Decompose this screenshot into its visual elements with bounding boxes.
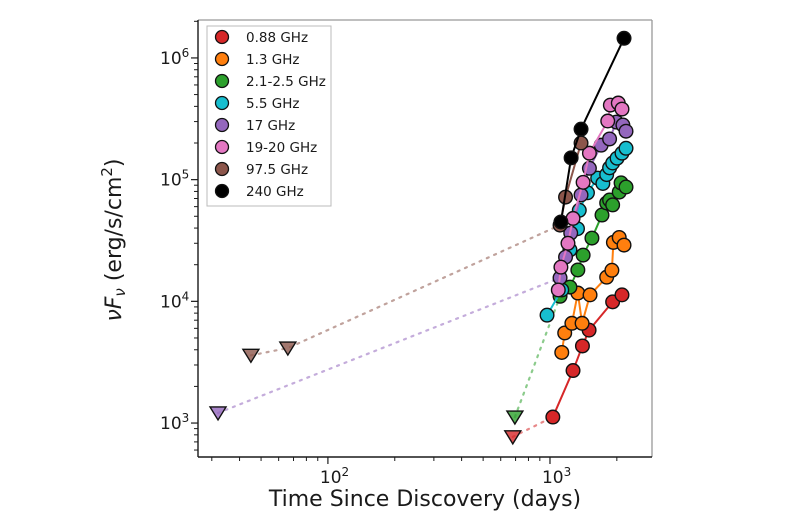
data-point-marker xyxy=(614,101,630,117)
upper-limit-triangle-marker xyxy=(241,348,261,364)
legend-marker-circle xyxy=(214,117,230,133)
data-point-marker xyxy=(570,262,586,278)
data-point-marker xyxy=(581,145,597,161)
series-240-ghz xyxy=(553,30,632,230)
data-point-marker xyxy=(600,113,616,129)
series-2.1-2.5-ghz xyxy=(505,175,634,426)
data-point-marker xyxy=(605,197,621,213)
series-0.88-ghz xyxy=(503,287,630,446)
data-point-marker xyxy=(545,409,561,425)
data-point-marker xyxy=(614,287,630,303)
legend-marker-circle xyxy=(214,29,230,45)
legend-item-5.5-ghz: 5.5 GHz xyxy=(214,95,299,112)
legend-label: 5.5 GHz xyxy=(246,96,299,112)
upper-limit-triangle-marker xyxy=(503,430,523,446)
legend-item-17-ghz: 17 GHz xyxy=(214,117,295,134)
legend-item-0.88-ghz: 0.88 GHz xyxy=(214,29,308,46)
legend-label: 1.3 GHz xyxy=(246,52,299,68)
dotted-connector-line xyxy=(513,295,562,419)
data-point-marker xyxy=(575,174,591,190)
data-point-marker xyxy=(604,262,620,278)
series-line-240-ghz xyxy=(559,37,625,223)
data-point-marker xyxy=(574,338,590,354)
legend-marker-circle xyxy=(214,183,230,199)
dotted-connector-line xyxy=(216,276,562,415)
legend-item-240-ghz: 240 GHz xyxy=(214,183,304,200)
data-point-marker xyxy=(575,247,591,263)
legend-marker-circle xyxy=(214,95,230,111)
y-tick-label: 104 xyxy=(160,289,189,312)
legend-label: 2.1-2.5 GHz xyxy=(246,74,326,90)
legend-label: 19-20 GHz xyxy=(246,140,317,156)
x-axis-label: Time Since Discovery (days) xyxy=(268,487,581,512)
upper-limit-triangle-marker xyxy=(278,341,298,357)
data-point-marker xyxy=(554,344,570,360)
data-point-marker xyxy=(618,179,634,195)
legend-item-2.1-2.5-ghz: 2.1-2.5 GHz xyxy=(214,73,326,90)
upper-limit-triangle-marker xyxy=(208,406,228,422)
data-point-marker xyxy=(618,123,634,139)
legend-label: 0.88 GHz xyxy=(246,30,308,46)
y-axis-label: νFν (erg/s/cm2) xyxy=(98,158,129,321)
legend-marker-circle xyxy=(214,161,230,177)
legend-item-97.5-ghz: 97.5 GHz xyxy=(214,161,308,178)
legend-marker-circle xyxy=(214,73,230,89)
y-tick-label: 105 xyxy=(160,168,189,191)
data-point-marker xyxy=(565,363,581,379)
data-point-marker xyxy=(563,150,579,166)
upper-limit-triangle-marker xyxy=(505,410,525,426)
data-point-marker xyxy=(584,230,600,246)
legend-label: 17 GHz xyxy=(246,118,295,134)
legend-item-1.3-ghz: 1.3 GHz xyxy=(214,51,299,68)
data-point-marker xyxy=(602,131,618,147)
data-point-marker xyxy=(539,307,555,323)
x-tick-label: 103 xyxy=(542,465,571,488)
data-point-marker xyxy=(553,259,569,275)
series-19-20-ghz xyxy=(550,95,630,298)
x-tick-label: 102 xyxy=(320,465,349,488)
legend-label: 97.5 GHz xyxy=(246,162,308,178)
chart-generated-content: 102 103 103 104 105 106 0.88 GHz 1.3 GHz 2.1-2.5… xyxy=(160,19,653,488)
data-point-marker xyxy=(574,315,590,331)
data-point-marker xyxy=(553,214,569,230)
data-point-marker xyxy=(618,140,634,156)
data-point-marker xyxy=(582,287,598,303)
legend-marker-circle xyxy=(214,51,230,67)
data-point-marker xyxy=(573,121,589,137)
data-point-marker xyxy=(550,282,566,298)
data-point-marker xyxy=(616,237,632,253)
legend-label: 240 GHz xyxy=(246,184,304,200)
dotted-connector-line xyxy=(249,224,562,357)
data-point-marker xyxy=(560,235,576,251)
data-point-marker xyxy=(616,30,632,46)
y-tick-label: 103 xyxy=(160,411,189,434)
legend-item-19-20-ghz: 19-20 GHz xyxy=(214,139,317,156)
y-tick-label: 106 xyxy=(160,46,189,69)
legend-marker-circle xyxy=(214,139,230,155)
legend: 0.88 GHz 1.3 GHz 2.1-2.5 GHz 5.5 GHz 17 GHz 1… xyxy=(206,25,332,207)
